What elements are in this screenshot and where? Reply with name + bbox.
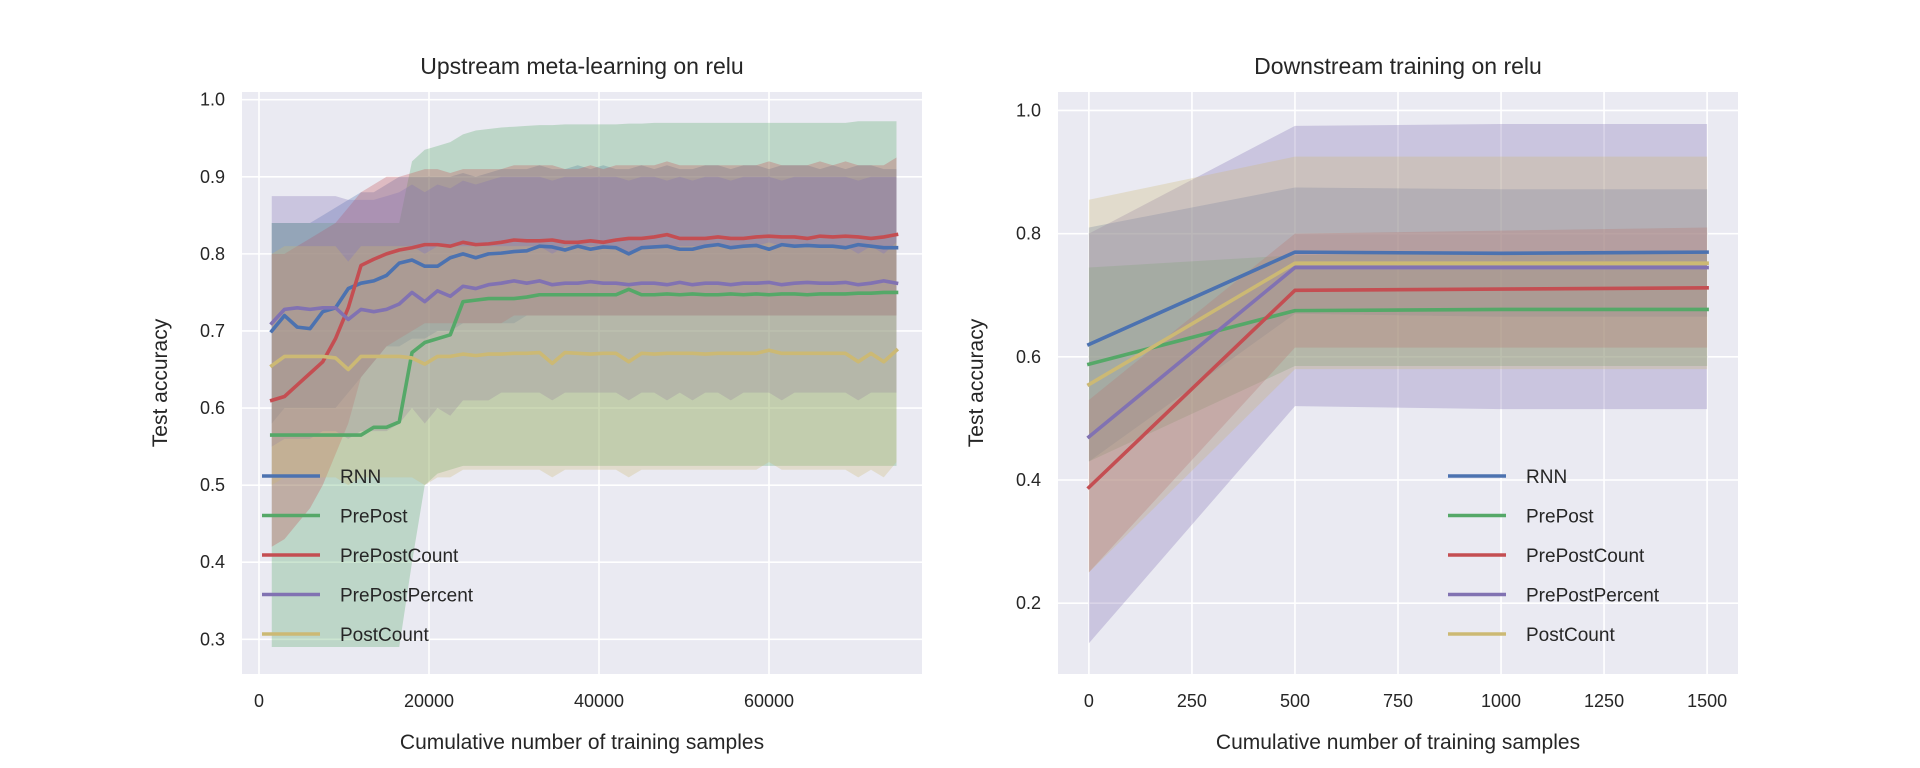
downstream-chart: 0 250 500 750 1000 1250 1500 0.2 0.4 0.6 0.8 1.0 R… xyxy=(965,53,1738,754)
band-prepostcount xyxy=(1088,227,1708,573)
x-tick-label: 20000 xyxy=(404,691,454,711)
chart-title: Upstream meta-learning on relu xyxy=(420,53,743,79)
series-line-rnn xyxy=(1086,250,1709,347)
band-prepost xyxy=(1088,252,1708,462)
x-tick-label: 0 xyxy=(1084,691,1094,711)
x-tick-label: 250 xyxy=(1177,691,1207,711)
upstream-chart: 0 20000 40000 60000 0.3 0.4 0.5 0.6 0.7 0.8 0.9 1.… xyxy=(149,53,922,754)
y-tick-labels: 0.2 0.4 0.6 0.8 1.0 xyxy=(1016,100,1041,613)
legend-label: PrePostPercent xyxy=(340,586,474,607)
x-tick-label: 0 xyxy=(254,691,264,711)
legend-label: PrePostCount xyxy=(1526,546,1645,567)
y-tick-label: 0.5 xyxy=(200,475,225,495)
x-tick-labels: 0 20000 40000 60000 xyxy=(254,691,794,711)
legend: RNN PrePost PrePostCount PrePostPercent Post… xyxy=(262,467,474,646)
gridlines xyxy=(1058,92,1738,674)
y-axis-label: Test accuracy xyxy=(149,318,172,447)
legend-label: PostCount xyxy=(1526,625,1615,646)
y-tick-label: 1.0 xyxy=(200,90,225,110)
x-axis-label: Cumulative number of training samples xyxy=(1216,731,1580,754)
x-tick-label: 60000 xyxy=(744,691,794,711)
y-tick-label: 0.6 xyxy=(1016,347,1041,367)
x-tick-label: 500 xyxy=(1280,691,1310,711)
y-tick-label: 0.6 xyxy=(200,398,225,418)
x-tick-label: 1000 xyxy=(1481,691,1521,711)
y-tick-label: 0.4 xyxy=(200,552,225,572)
band-rnn xyxy=(1088,187,1708,462)
band-postcount xyxy=(271,242,897,486)
y-tick-label: 0.8 xyxy=(200,244,225,264)
legend-label: PostCount xyxy=(340,625,429,646)
series-line-prepostpercent xyxy=(1086,265,1709,440)
y-tick-label: 0.4 xyxy=(1016,470,1041,490)
x-axis-label: Cumulative number of training samples xyxy=(400,731,764,754)
series-line-postcount xyxy=(1086,261,1709,388)
series-line-rnn xyxy=(269,242,899,334)
gridlines xyxy=(242,92,922,674)
x-tick-label: 750 xyxy=(1383,691,1413,711)
series-lines xyxy=(1086,250,1709,490)
legend-label: PrePost xyxy=(340,507,408,528)
legend: RNN PrePost PrePostCount PrePostPercent Post… xyxy=(1448,467,1660,646)
legend-label: RNN xyxy=(1526,467,1567,488)
x-tick-labels: 0 250 500 750 1000 1250 1500 xyxy=(1084,691,1727,711)
series-line-postcount xyxy=(269,347,900,372)
series-line-prepost xyxy=(1086,307,1709,367)
y-tick-label: 0.9 xyxy=(200,167,225,187)
x-tick-label: 40000 xyxy=(574,691,624,711)
y-tick-label: 0.2 xyxy=(1016,593,1041,613)
series-line-prepostcount xyxy=(1086,286,1709,490)
y-tick-label: 0.7 xyxy=(200,321,225,341)
series-line-prepostcount xyxy=(269,232,899,403)
legend-label: RNN xyxy=(340,467,381,488)
x-tick-label: 1250 xyxy=(1584,691,1624,711)
band-postcount xyxy=(1088,156,1708,573)
series-line-prepost xyxy=(269,287,899,437)
y-axis-label: Test accuracy xyxy=(965,318,988,447)
x-tick-label: 1500 xyxy=(1687,691,1727,711)
legend-label: PrePost xyxy=(1526,507,1594,528)
chart-title: Downstream training on relu xyxy=(1254,53,1542,79)
y-tick-labels: 0.3 0.4 0.5 0.6 0.7 0.8 0.9 1.0 xyxy=(200,90,225,650)
series-lines xyxy=(269,232,900,437)
y-tick-label: 1.0 xyxy=(1016,100,1041,120)
y-tick-label: 0.3 xyxy=(200,629,225,649)
band-prepost xyxy=(271,121,897,648)
series-line-prepostpercent xyxy=(269,279,899,326)
plot-area xyxy=(242,92,922,674)
y-tick-label: 0.8 xyxy=(1016,224,1041,244)
band-prepostcount xyxy=(271,157,897,547)
legend-label: PrePostCount xyxy=(340,546,459,567)
legend-label: PrePostPercent xyxy=(1526,586,1660,607)
